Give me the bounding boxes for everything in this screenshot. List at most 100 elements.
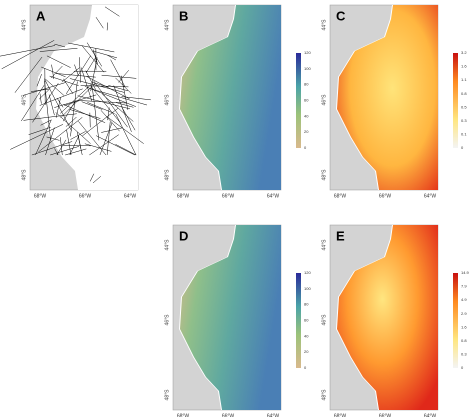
track xyxy=(69,109,101,119)
track xyxy=(115,102,134,108)
track xyxy=(28,127,51,135)
track xyxy=(41,66,66,78)
colorbar-label: 1.6 xyxy=(461,324,467,329)
lon-label: 66°W xyxy=(379,413,392,417)
track xyxy=(55,97,61,118)
track xyxy=(38,89,49,100)
lat-label: 44°S xyxy=(321,19,327,31)
colorbar xyxy=(453,273,458,368)
track xyxy=(86,56,97,73)
colorbar-label: 0.8 xyxy=(461,338,467,343)
track xyxy=(102,93,134,122)
track xyxy=(60,84,92,114)
colorbar-label: 14.9 xyxy=(461,270,470,275)
track xyxy=(107,54,117,61)
lat-label: 46°S xyxy=(164,314,170,326)
track xyxy=(56,139,67,156)
colorbar-label: 0 xyxy=(461,145,464,150)
lon-label: 66°W xyxy=(79,193,92,199)
track xyxy=(44,80,51,140)
colorbar-label: 0 xyxy=(304,365,307,370)
track xyxy=(39,93,42,104)
track xyxy=(95,17,104,29)
track xyxy=(89,134,119,156)
track xyxy=(92,50,118,59)
lat-label: 46°S xyxy=(21,94,27,106)
track xyxy=(81,101,103,110)
data-surface xyxy=(337,225,438,410)
track xyxy=(68,42,115,53)
panel-label: B xyxy=(179,8,188,23)
colorbar-label: 3.2 xyxy=(461,50,467,55)
track xyxy=(115,113,137,156)
colorbar-label: 1.6 xyxy=(461,64,467,69)
track xyxy=(81,45,105,73)
lon-label: 68°W xyxy=(334,193,347,199)
track xyxy=(96,135,135,156)
track xyxy=(93,80,128,128)
colorbar-label: 100 xyxy=(304,286,311,291)
lon-label: 68°W xyxy=(177,413,190,417)
track xyxy=(84,143,112,152)
colorbar-label: 80 xyxy=(304,82,309,87)
track xyxy=(86,76,130,100)
colorbar-label: 100 xyxy=(304,66,311,71)
track xyxy=(100,110,120,132)
survey-tracks xyxy=(0,6,151,184)
track xyxy=(54,43,66,48)
track xyxy=(65,55,91,95)
lon-label: 64°W xyxy=(124,193,137,199)
data-surface xyxy=(337,5,438,190)
track xyxy=(1,40,55,70)
colorbar-label: 0.8 xyxy=(461,91,467,96)
track xyxy=(121,106,136,131)
track xyxy=(85,70,96,90)
track xyxy=(77,100,127,104)
colorbar-label: 0.5 xyxy=(461,104,467,109)
track xyxy=(0,45,56,57)
track xyxy=(106,116,144,144)
track xyxy=(21,85,45,122)
lat-label: 44°S xyxy=(321,239,327,251)
track xyxy=(84,86,137,107)
track xyxy=(39,48,78,52)
track xyxy=(89,85,122,124)
lon-label: 64°W xyxy=(267,193,280,199)
colorbar-label: 0.3 xyxy=(461,351,467,356)
colorbar xyxy=(453,53,458,148)
lon-label: 68°W xyxy=(177,193,190,199)
colorbar-label: 120 xyxy=(304,50,311,55)
track xyxy=(101,127,123,133)
panel-label: D xyxy=(179,228,188,243)
track xyxy=(60,137,63,156)
colorbar-label: 60 xyxy=(304,98,309,103)
track xyxy=(115,144,137,156)
track xyxy=(65,148,87,156)
colorbar-label: 7.9 xyxy=(461,284,467,289)
colorbar-label: 4.9 xyxy=(461,297,467,302)
lon-label: 64°W xyxy=(424,193,437,199)
track xyxy=(62,144,91,147)
track xyxy=(79,57,81,83)
track xyxy=(121,96,151,101)
colorbar xyxy=(296,273,301,368)
track xyxy=(54,94,97,108)
colorbar-label: 80 xyxy=(304,302,309,307)
track xyxy=(46,55,71,68)
colorbar-label: 0 xyxy=(304,145,307,150)
track xyxy=(118,70,129,83)
track xyxy=(35,119,52,156)
lat-label: 48°S xyxy=(321,169,327,181)
track xyxy=(106,22,108,31)
track xyxy=(87,102,115,114)
lat-label: 44°S xyxy=(164,239,170,251)
track xyxy=(45,78,65,96)
lat-label: 46°S xyxy=(321,94,327,106)
colorbar-label: 0.3 xyxy=(461,118,467,123)
track xyxy=(110,59,126,87)
track xyxy=(108,85,129,92)
track xyxy=(36,73,42,87)
track xyxy=(55,112,91,144)
lat-label: 46°S xyxy=(321,314,327,326)
